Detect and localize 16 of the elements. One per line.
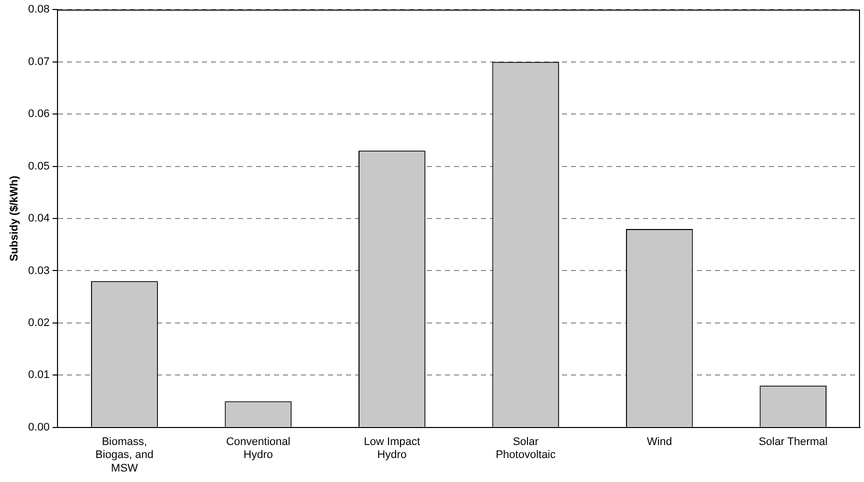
- y-tick-label: 0.01: [28, 369, 50, 382]
- y-tick-label: 0.02: [28, 316, 50, 329]
- y-tick-label: 0.08: [28, 4, 50, 16]
- y-tick-label: 0.07: [28, 56, 50, 68]
- x-tick-label: Wind: [646, 436, 672, 448]
- x-tick-label: Conventional Hydro: [226, 436, 290, 462]
- x-tick-label: Solar Photovoltaic: [496, 436, 556, 462]
- y-tick-label: 0.00: [28, 421, 50, 434]
- x-tick-label: Biomass, Biogas, and MSW: [95, 436, 154, 474]
- y-tick-label: 0.06: [28, 108, 50, 120]
- x-tick-label: Solar Thermal: [758, 436, 828, 448]
- y-tick-label: 0.05: [28, 160, 50, 172]
- y-tick-label: 0.03: [28, 264, 50, 277]
- y-tick-label: 0.04: [28, 212, 50, 225]
- x-tick-label: Low Impact Hydro: [364, 436, 420, 462]
- y-axis-title: Subsidy ($/kWh): [8, 175, 21, 262]
